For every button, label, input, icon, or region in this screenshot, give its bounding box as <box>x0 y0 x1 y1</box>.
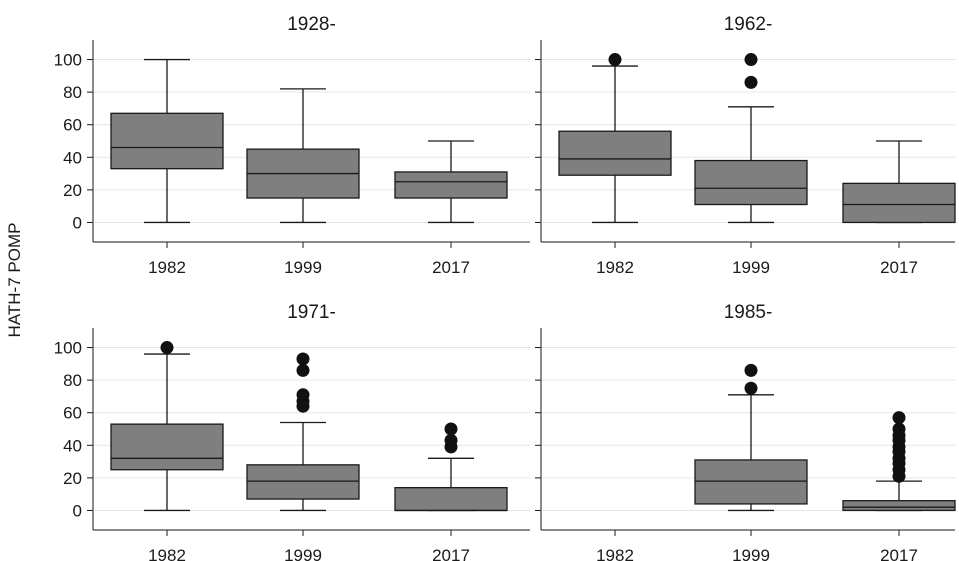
outlier-point <box>744 53 758 67</box>
x-tick-label: 1999 <box>732 546 770 561</box>
outlier-point <box>744 75 758 89</box>
y-tick-label: 100 <box>54 51 82 70</box>
box-iqr <box>558 130 672 176</box>
box-iqr <box>246 464 360 500</box>
box-2017 <box>842 411 956 512</box>
outlier-point <box>296 352 310 366</box>
panel-title: 1928- <box>287 14 336 35</box>
x-tick-label: 1982 <box>148 546 186 561</box>
y-tick-label: 0 <box>73 501 82 520</box>
y-tick-label: 20 <box>63 469 82 488</box>
outlier-point <box>160 341 174 355</box>
y-tick-label: 100 <box>54 339 82 358</box>
outlier-point <box>744 381 758 395</box>
panel-0: 1928- 0 20 40 60 80 100 1982 1999 2017 <box>54 14 530 277</box>
outlier-point <box>892 411 906 425</box>
panel-2: 1971- 0 20 40 60 80 100 1982 1999 2017 <box>54 302 530 561</box>
x-tick-label: 2017 <box>880 258 918 277</box>
panel-title: 1971- <box>287 302 336 323</box>
box-2017 <box>394 422 508 512</box>
x-tick-label: 1999 <box>284 258 322 277</box>
box-iqr <box>394 486 508 512</box>
box-2017 <box>394 140 508 224</box>
y-tick-label: 80 <box>63 371 82 390</box>
x-tick-label: 1982 <box>596 258 634 277</box>
outlier-point <box>608 53 622 67</box>
y-tick-label: 40 <box>63 436 82 455</box>
box-iqr <box>110 423 224 471</box>
box-2017 <box>842 140 956 224</box>
y-tick-label: 80 <box>63 83 82 102</box>
outlier-point <box>444 433 458 447</box>
outlier-point <box>744 363 758 377</box>
box-1999 <box>694 53 808 224</box>
y-tick-label: 0 <box>73 213 82 232</box>
x-tick-label: 2017 <box>432 546 470 561</box>
x-tick-label: 1982 <box>596 546 634 561</box>
box-iqr <box>842 182 956 224</box>
panel-title: 1962- <box>724 14 773 35</box>
box-iqr <box>694 459 808 505</box>
box-iqr <box>842 500 956 512</box>
y-axis-label: HATH-7 POMP <box>5 223 24 338</box>
x-tick-label: 1999 <box>284 546 322 561</box>
x-tick-label: 1982 <box>148 258 186 277</box>
panel-3: 1985- 1982 1999 2017 <box>535 302 956 561</box>
outlier-point <box>444 422 458 436</box>
box-1982 <box>110 341 224 512</box>
box-iqr <box>110 112 224 170</box>
x-tick-label: 2017 <box>880 546 918 561</box>
outlier-point <box>296 363 310 377</box>
outlier-point <box>892 422 906 436</box>
box-iqr <box>694 159 808 206</box>
x-tick-label: 1999 <box>732 258 770 277</box>
panel-1: 1962- 1982 1999 2017 <box>535 14 956 277</box>
outlier-point <box>296 388 310 402</box>
box-1999 <box>246 352 360 512</box>
box-1982 <box>558 53 672 224</box>
y-tick-label: 60 <box>63 116 82 135</box>
y-tick-label: 40 <box>63 148 82 167</box>
box-iqr <box>394 171 508 199</box>
y-tick-label: 60 <box>63 404 82 423</box>
box-1999 <box>246 88 360 224</box>
panel-title: 1985- <box>724 302 773 323</box>
box-1999 <box>694 363 808 512</box>
x-tick-label: 2017 <box>432 258 470 277</box>
y-tick-label: 20 <box>63 181 82 200</box>
box-1982 <box>110 58 224 224</box>
